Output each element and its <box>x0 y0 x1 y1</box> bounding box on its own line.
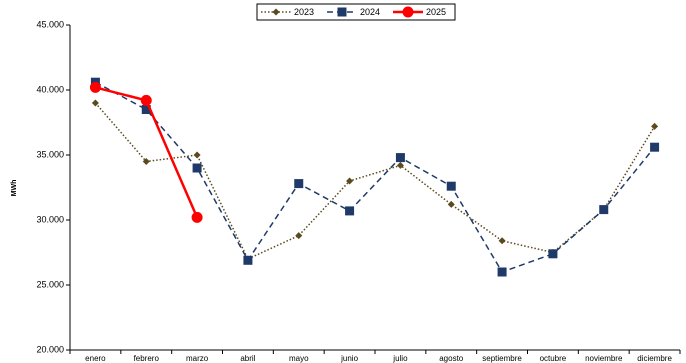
legend-label: 2023 <box>294 7 314 17</box>
legend-marker <box>337 7 347 17</box>
legend: 2023 2024 2025 <box>256 3 456 21</box>
x-tick-label: diciembre <box>637 354 672 363</box>
point <box>192 163 202 173</box>
point <box>89 81 101 93</box>
point <box>295 232 303 240</box>
point <box>294 179 304 189</box>
series-line <box>95 81 656 273</box>
legend-marker <box>402 6 414 18</box>
point <box>91 99 99 107</box>
point <box>395 153 405 163</box>
y-tick-label: 45.000 <box>36 19 64 29</box>
legend-marker <box>272 8 280 16</box>
x-tick-label: octubre <box>540 354 567 363</box>
x-tick-label: mayo <box>289 354 309 363</box>
point <box>548 249 558 259</box>
point <box>498 237 506 245</box>
point <box>142 158 150 165</box>
x-tick-label: junio <box>340 354 358 363</box>
y-tick-label: 30.000 <box>36 214 64 224</box>
point <box>243 255 253 265</box>
point <box>193 151 201 159</box>
y-tick-label: 25.000 <box>36 279 64 289</box>
x-tick-label: noviembre <box>585 354 623 363</box>
y-tick-label: 20.000 <box>36 344 64 354</box>
point <box>346 177 354 185</box>
x-tick-label: agosto <box>439 354 464 363</box>
x-tick-label: julio <box>392 354 408 363</box>
legend-label: 2024 <box>360 7 380 17</box>
y-tick-label: 35.000 <box>36 149 64 159</box>
point <box>497 267 507 277</box>
x-tick-label: septiembre <box>482 354 522 363</box>
point <box>446 181 456 191</box>
y-tick-label: 40.000 <box>36 84 64 94</box>
x-tick-label: abril <box>240 354 255 363</box>
x-tick-label: febrero <box>134 354 160 363</box>
point <box>141 105 151 114</box>
x-tick-label: enero <box>85 354 106 363</box>
x-tick-label: marzo <box>186 354 209 363</box>
point <box>345 206 355 216</box>
y-axis-label: MWh <box>11 180 18 197</box>
point <box>447 200 455 208</box>
legend-label: 2025 <box>426 7 446 17</box>
point <box>599 205 609 215</box>
series-line <box>94 102 656 260</box>
point <box>651 122 659 130</box>
point <box>396 161 404 169</box>
point <box>650 142 660 152</box>
point <box>191 211 203 223</box>
point <box>140 94 152 106</box>
